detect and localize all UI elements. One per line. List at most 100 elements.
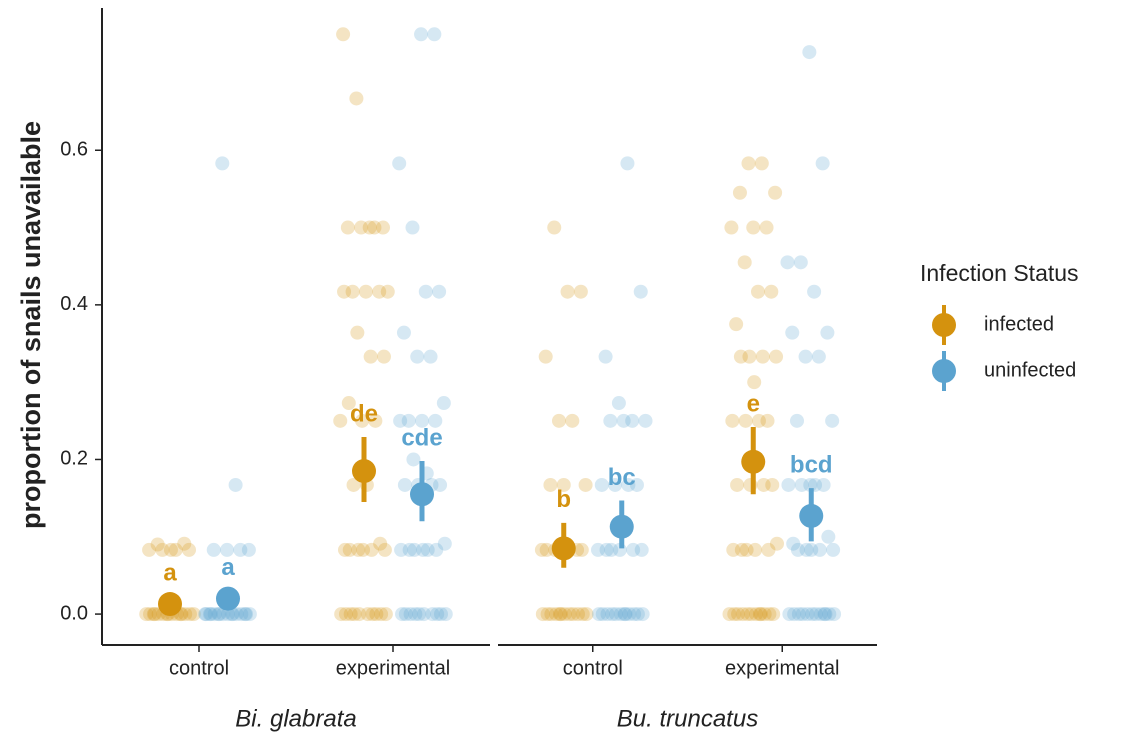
raw-point xyxy=(727,607,742,622)
raw-point xyxy=(202,607,217,622)
x-tick-label: experimental xyxy=(336,657,451,679)
mean-point xyxy=(352,459,376,484)
raw-point xyxy=(724,220,739,235)
raw-point xyxy=(769,349,784,364)
raw-point xyxy=(594,477,609,492)
mean-point xyxy=(410,482,434,507)
raw-point xyxy=(178,607,193,622)
raw-point xyxy=(139,607,154,622)
raw-point xyxy=(418,284,433,299)
raw-point xyxy=(574,542,589,557)
raw-point xyxy=(420,542,435,557)
group-letter: bc xyxy=(608,464,636,491)
raw-point xyxy=(423,349,438,364)
raw-point xyxy=(333,413,348,428)
raw-point xyxy=(177,536,192,551)
group-letter: de xyxy=(350,400,378,427)
raw-point xyxy=(826,542,841,557)
raw-point xyxy=(629,477,644,492)
raw-point xyxy=(752,607,767,622)
raw-point xyxy=(552,607,567,622)
raw-point xyxy=(794,477,809,492)
raw-point xyxy=(742,349,757,364)
raw-point xyxy=(412,607,427,622)
raw-point xyxy=(790,413,804,428)
raw-point xyxy=(598,349,613,364)
raw-point xyxy=(362,220,377,235)
raw-point xyxy=(547,220,562,235)
raw-point xyxy=(798,349,813,364)
raw-point xyxy=(557,607,572,622)
raw-point xyxy=(437,536,452,551)
raw-point xyxy=(626,542,641,557)
raw-point xyxy=(620,156,635,171)
raw-point xyxy=(754,156,769,171)
raw-point xyxy=(347,607,362,622)
raw-point xyxy=(211,607,226,622)
raw-point xyxy=(433,477,448,492)
raw-point xyxy=(338,607,353,622)
raw-point xyxy=(343,607,358,622)
raw-point xyxy=(591,607,606,622)
legend-title: Infection Status xyxy=(920,260,1079,286)
raw-point xyxy=(556,477,571,492)
raw-point xyxy=(757,607,772,622)
raw-point xyxy=(372,284,387,299)
raw-point xyxy=(617,607,632,622)
raw-point xyxy=(733,349,748,364)
y-tick-label: 0.6 xyxy=(60,139,88,161)
mean-point xyxy=(741,449,766,474)
raw-point xyxy=(732,185,747,200)
raw-point xyxy=(762,607,777,622)
raw-point xyxy=(821,529,836,544)
raw-point xyxy=(633,284,648,299)
mean-point xyxy=(158,592,182,617)
raw-point xyxy=(403,607,418,622)
raw-point xyxy=(216,607,231,622)
raw-point xyxy=(807,284,822,299)
group-letter: b xyxy=(556,486,571,513)
mean-point xyxy=(551,536,576,561)
raw-point xyxy=(638,413,653,428)
legend-symbol xyxy=(932,313,956,337)
raw-point xyxy=(369,607,384,622)
raw-point xyxy=(425,607,440,622)
raw-point xyxy=(625,413,640,428)
raw-point xyxy=(739,542,754,557)
raw-point xyxy=(397,477,412,492)
raw-point xyxy=(571,607,585,622)
raw-point xyxy=(416,607,431,622)
raw-point xyxy=(358,284,373,299)
raw-point xyxy=(748,542,763,557)
raw-point xyxy=(345,284,360,299)
raw-point xyxy=(351,542,366,557)
raw-point xyxy=(415,413,429,428)
raw-point xyxy=(198,607,213,622)
raw-point xyxy=(342,542,357,557)
raw-point xyxy=(155,542,170,557)
raw-point xyxy=(747,375,762,390)
raw-point xyxy=(562,607,577,622)
raw-point xyxy=(786,536,801,551)
raw-point xyxy=(430,607,445,622)
raw-point xyxy=(373,536,388,551)
raw-point xyxy=(822,607,837,622)
facet-label: Bu. truncatus xyxy=(617,705,758,732)
raw-point xyxy=(731,607,746,622)
raw-point xyxy=(599,542,614,557)
raw-point xyxy=(746,220,761,235)
raw-point xyxy=(365,607,380,622)
raw-point xyxy=(825,413,840,428)
legend-symbol xyxy=(932,359,956,383)
raw-point xyxy=(182,607,197,622)
raw-point xyxy=(781,477,796,492)
raw-point xyxy=(751,413,766,428)
y-axis-label: proportion of snails unavailable xyxy=(16,121,46,529)
raw-point xyxy=(337,284,352,299)
raw-point xyxy=(334,607,349,622)
raw-point xyxy=(206,542,221,557)
raw-point xyxy=(352,607,367,622)
raw-point xyxy=(738,413,753,428)
legend-label: infected xyxy=(984,313,1054,335)
